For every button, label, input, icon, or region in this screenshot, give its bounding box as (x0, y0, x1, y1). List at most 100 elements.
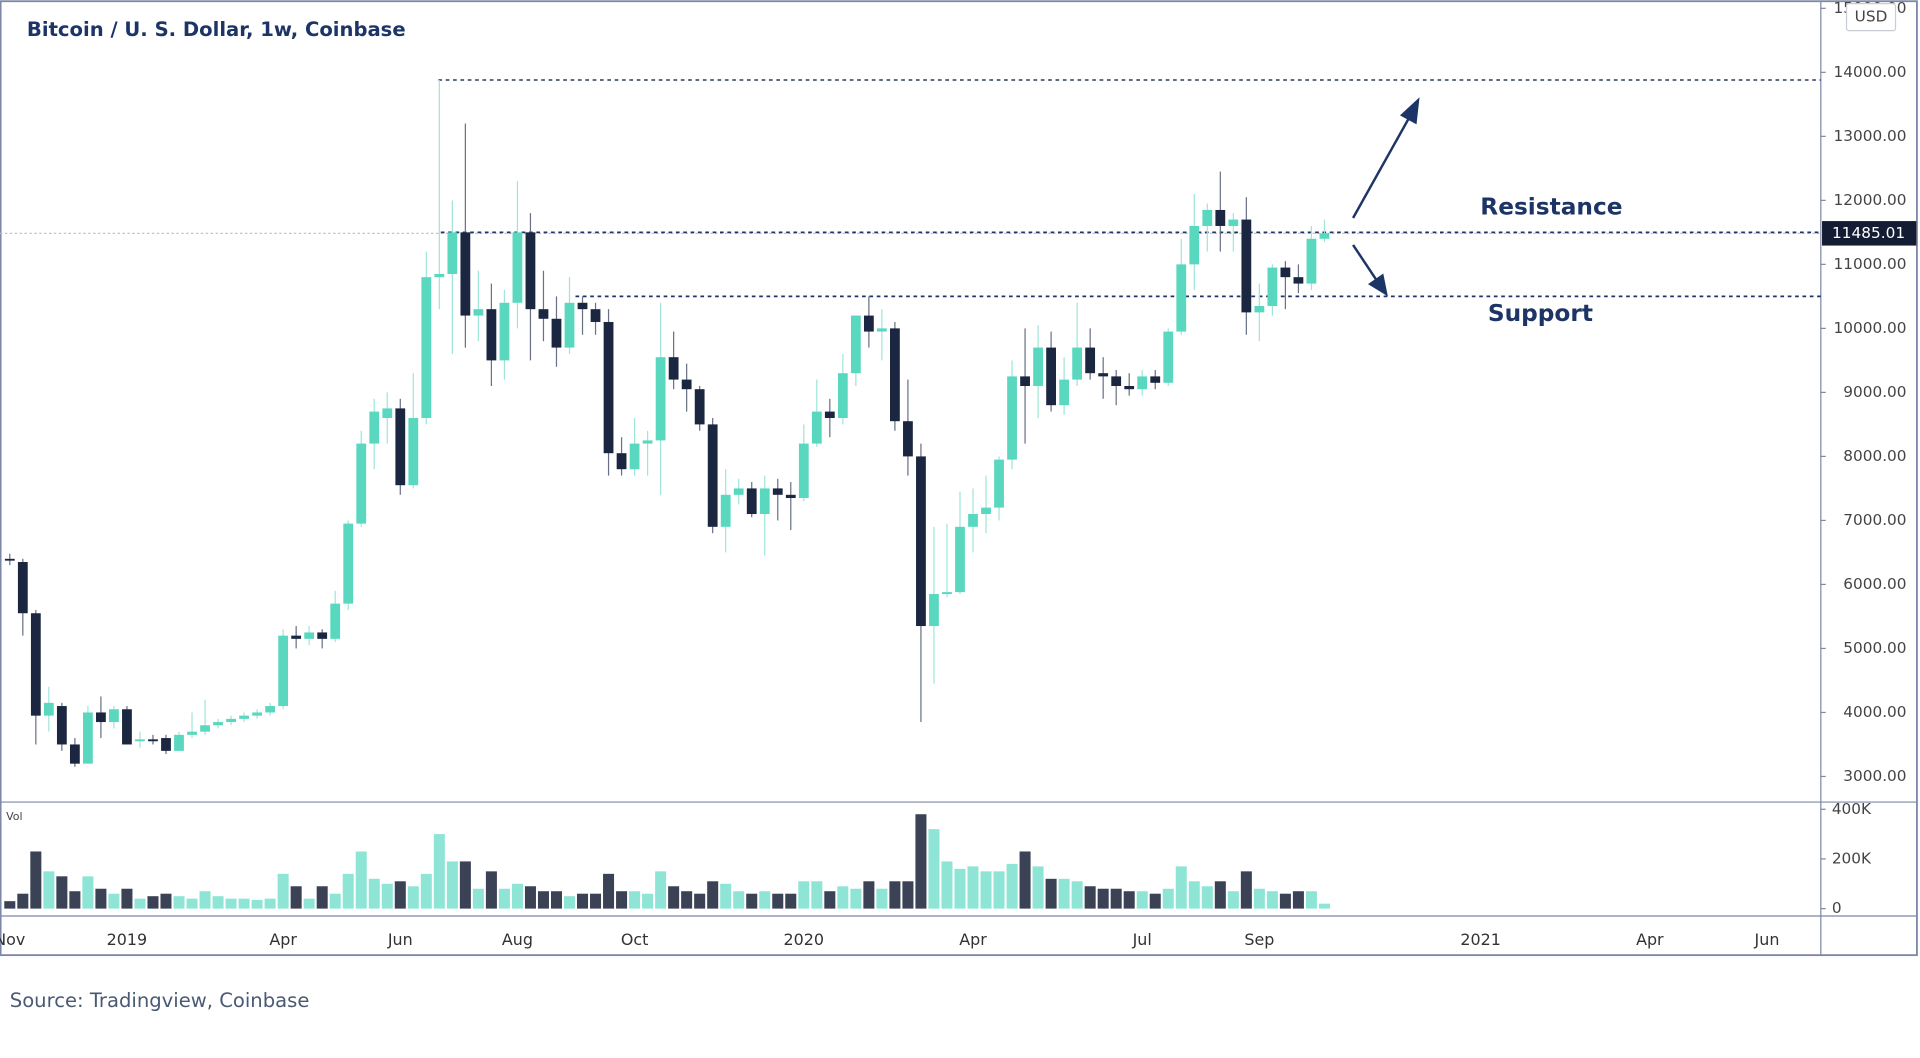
arrows (1351, 97, 1420, 297)
x-tick-label: 2020 (784, 930, 824, 949)
volume-bar (603, 873, 615, 909)
candle-body (239, 715, 249, 719)
volume-bar (524, 886, 536, 909)
currency-badge (1845, 3, 1897, 32)
candle-body (265, 706, 276, 713)
candle-body (1124, 385, 1135, 390)
volume-bar (616, 891, 628, 909)
volume-bar (1097, 888, 1109, 909)
candle-body (30, 613, 41, 716)
volume-bar (1006, 863, 1018, 909)
volume-bar (264, 898, 276, 909)
volume-bar (251, 899, 263, 909)
candle-body (759, 488, 770, 515)
candle-body (746, 488, 757, 515)
volume-bar (850, 888, 862, 909)
candle-body (564, 302, 575, 348)
candle-body (317, 632, 328, 639)
candle-body (720, 494, 731, 527)
candle-body (538, 309, 549, 319)
volume-bar (642, 893, 654, 909)
level-label: Support (1488, 300, 1593, 327)
y-tick-label: 6000.00 (1843, 575, 1906, 593)
candle-body (1215, 209, 1226, 226)
volume-bar (238, 898, 250, 909)
volume-bar (889, 881, 901, 909)
candle-body (837, 373, 848, 418)
candle-body (226, 718, 236, 723)
volume-bar (1227, 891, 1239, 909)
candle-body (1137, 376, 1148, 390)
volume-bar (1253, 888, 1265, 909)
candle-body (968, 514, 978, 527)
volume-bar (993, 871, 1005, 909)
volume-bar (733, 891, 745, 909)
y-tick-label: 14000.00 (1834, 63, 1907, 81)
volume-bar (147, 896, 159, 909)
candle-body (916, 456, 926, 627)
candle-body (421, 277, 432, 418)
candle-body (890, 328, 900, 422)
chart-title: Bitcoin / U. S. Dollar, 1w, Coinbase (27, 18, 406, 41)
candle-body (942, 592, 952, 595)
volume-bar (681, 891, 693, 909)
level-label: Resistance (1480, 194, 1622, 221)
candle-body (1072, 347, 1083, 380)
volume-bar (694, 893, 706, 909)
candle-body (811, 411, 822, 444)
volume-bar (212, 896, 224, 909)
volume-bar (563, 896, 576, 909)
candle-body (174, 734, 184, 751)
candle-body (200, 725, 210, 732)
candle-body (694, 389, 705, 425)
x-tick-label: Oct (621, 930, 649, 949)
candle-body (122, 709, 132, 745)
volume-bar (56, 876, 68, 909)
candle-body (577, 302, 588, 310)
candle-body (1059, 379, 1070, 406)
volume-bar (720, 883, 732, 909)
candle-body (798, 443, 809, 499)
volume-bar (759, 891, 771, 909)
arrow-head (1399, 97, 1420, 125)
candle-body (187, 731, 197, 735)
volume-bar (95, 888, 107, 909)
currency-label: USD (1855, 8, 1888, 26)
volume-bar (1188, 881, 1200, 909)
volume-bar (1214, 881, 1226, 909)
volume-bar (915, 814, 927, 909)
x-tick-label: Jun (387, 930, 413, 949)
candle-body (1020, 376, 1030, 386)
volume-bar (303, 898, 315, 909)
x-tick-label: Aug (502, 930, 533, 949)
volume-bar (511, 883, 523, 909)
candle-body (96, 712, 106, 723)
volume-bar (134, 898, 146, 909)
volume-bar (876, 888, 888, 909)
candle-body (681, 379, 692, 390)
candle-body (1007, 376, 1017, 460)
candle-body (278, 635, 289, 707)
volume-bar (225, 898, 237, 909)
volume-bar (590, 893, 602, 909)
volume-bar (837, 886, 849, 909)
candle-body (603, 321, 614, 454)
y-tick-label: 4000.00 (1843, 703, 1906, 721)
volume-bar (1240, 871, 1252, 909)
candle-body (291, 635, 302, 639)
candle-body (903, 421, 913, 457)
volume-bar (902, 881, 914, 909)
volume-bar (342, 873, 354, 909)
volume-bar (1162, 888, 1174, 909)
volume-tick-label: 400K (1832, 800, 1872, 818)
candle-body (642, 440, 653, 444)
x-tick-label: Sep (1244, 930, 1274, 949)
volume-bar (746, 893, 758, 909)
volume-bar (1019, 851, 1031, 909)
candle-body (69, 744, 80, 764)
volume-bar (485, 871, 497, 909)
x-tick-label: Jun (1754, 930, 1780, 949)
volume-bar (355, 851, 367, 909)
volume-bar (980, 871, 992, 909)
